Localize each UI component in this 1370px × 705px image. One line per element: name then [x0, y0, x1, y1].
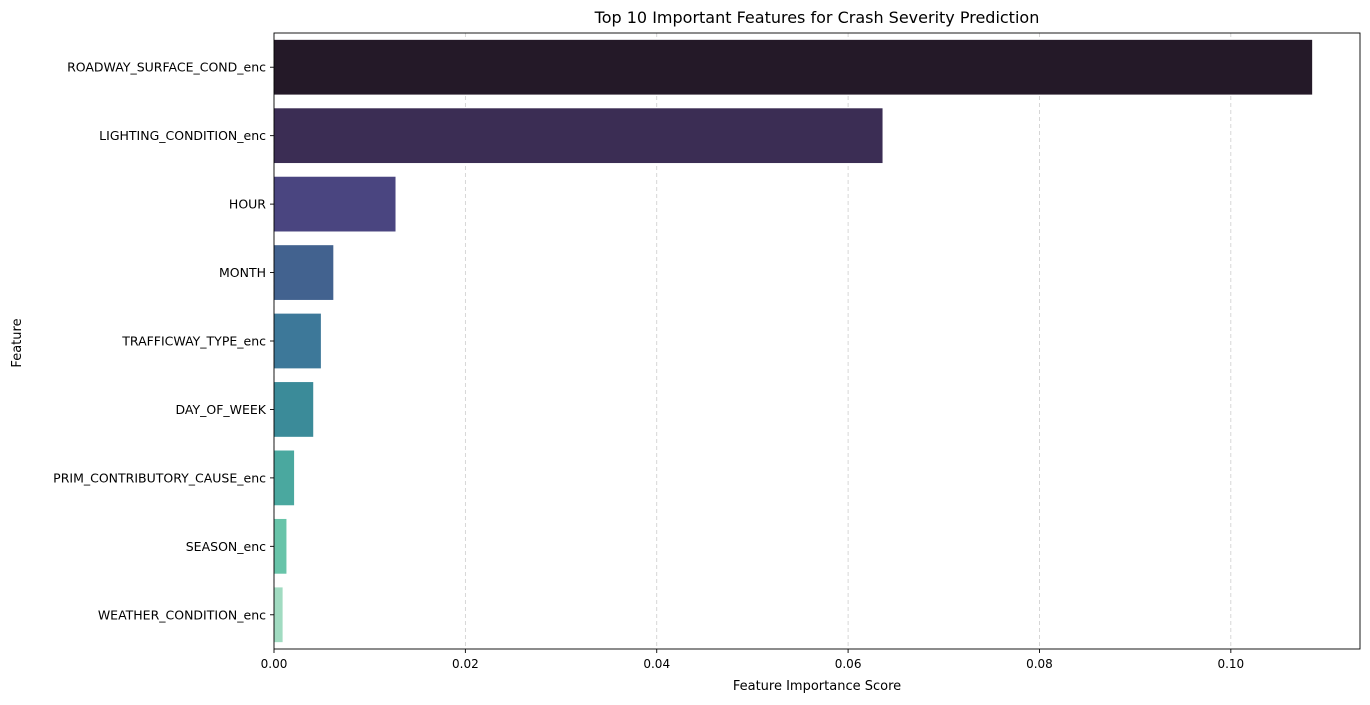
bar-hour	[274, 176, 396, 232]
x-tick-label-2: 0.04	[643, 657, 670, 671]
chart-title: Top 10 Important Features for Crash Seve…	[594, 8, 1040, 27]
y-tick-label-lighting-condition-enc: LIGHTING_CONDITION_enc	[99, 128, 266, 143]
y-tick-label-month: MONTH	[219, 265, 266, 280]
x-tick-label-3: 0.06	[835, 657, 862, 671]
bar-trafficway-type-enc	[274, 313, 321, 369]
bar-day-of-week	[274, 382, 314, 437]
bar-weather-condition-enc	[274, 587, 283, 643]
x-tick-label-1: 0.02	[452, 657, 479, 671]
bar-prim-contributory-cause-enc	[274, 450, 295, 506]
y-axis-label: Feature	[10, 318, 25, 367]
axis-layer: 0.00 0.02 0.04 0.06 0.08 0.10 ROADWAY_SURFACE_…	[53, 32, 1361, 671]
y-tick-label-day-of-week: DAY_OF_WEEK	[175, 402, 266, 417]
x-axis-label: Feature Importance Score	[733, 679, 901, 694]
y-tick-label-trafficway-type-enc: TRAFFICWAY_TYPE_enc	[121, 334, 266, 349]
bar-lighting-condition-enc	[274, 108, 883, 164]
y-tick-label-prim-contributory-cause-enc: PRIM_CONTRIBUTORY_CAUSE_enc	[53, 470, 266, 485]
bar-roadway-surface-cond-enc	[274, 39, 1313, 95]
y-tick-label-roadway-surface-cond-enc: ROADWAY_SURFACE_COND_enc	[67, 60, 266, 75]
bar-month	[274, 245, 334, 300]
x-tick-label-5: 0.10	[1217, 657, 1244, 671]
x-tick-label-4: 0.08	[1026, 657, 1053, 671]
y-tick-label-hour: HOUR	[229, 197, 266, 212]
y-tick-label-weather-condition-enc: WEATHER_CONDITION_enc	[98, 607, 266, 622]
bar-layer	[274, 39, 1313, 643]
x-tick-label-0: 0.00	[261, 657, 288, 671]
y-tick-label-season-enc: SEASON_enc	[186, 539, 266, 554]
bar-season-enc	[274, 518, 287, 574]
